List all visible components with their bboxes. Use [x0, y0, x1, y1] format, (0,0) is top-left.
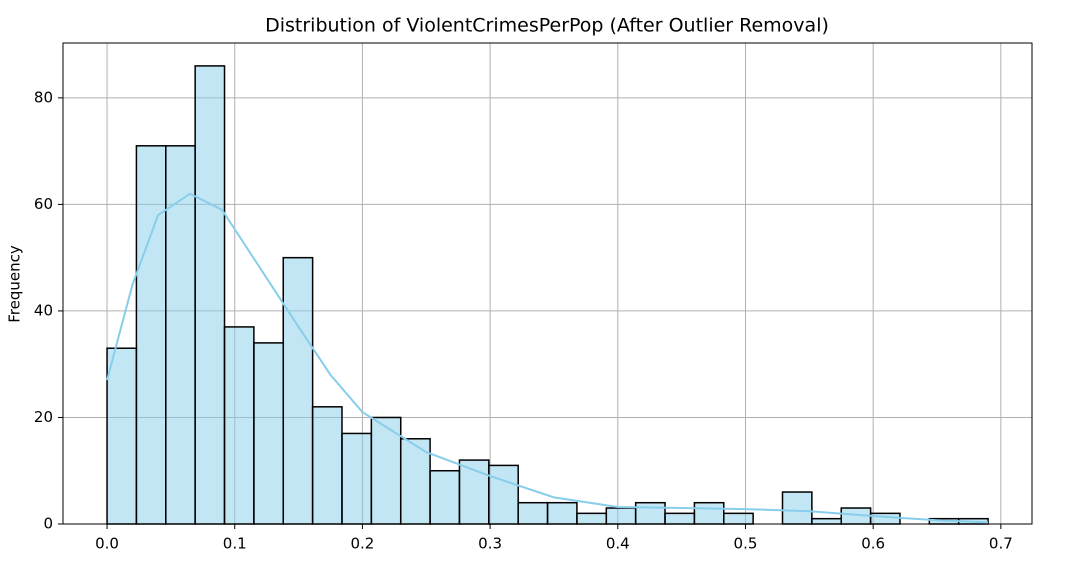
bar [223, 326, 255, 525]
y-tick-label: 40 [34, 301, 53, 319]
bar [664, 512, 696, 525]
bar [253, 342, 285, 525]
bar [429, 469, 461, 525]
bar [106, 347, 138, 525]
bar [282, 256, 314, 525]
y-tick-label: 80 [34, 88, 53, 106]
bar [605, 507, 637, 525]
x-tick-label: 0.5 [734, 535, 758, 553]
bar [693, 501, 725, 525]
bar [165, 145, 196, 525]
bar [488, 464, 519, 525]
x-tick-label: 0.1 [223, 535, 247, 553]
bar [869, 512, 901, 525]
y-axis-label: Frequency [6, 245, 24, 323]
bar [135, 145, 167, 525]
plot-frame [62, 42, 1033, 525]
x-tick-label: 0.3 [478, 535, 502, 553]
bar [634, 501, 666, 525]
bar [811, 517, 842, 525]
y-tick-label: 20 [34, 408, 53, 426]
bar [781, 491, 813, 525]
bar [723, 512, 754, 525]
x-axis-label: ViolentCrimesPerPop [469, 562, 625, 563]
bar [194, 65, 226, 525]
bar [311, 406, 343, 525]
bar [546, 501, 578, 525]
x-tick-label: 0.6 [861, 535, 885, 553]
kde-line [106, 192, 989, 524]
x-tick-label: 0.2 [350, 535, 374, 553]
x-tick-label: 0.0 [95, 535, 119, 553]
bar [341, 432, 373, 525]
bar [517, 501, 549, 525]
bar [576, 512, 608, 525]
x-tick-label: 0.4 [606, 535, 630, 553]
y-tick-label: 60 [34, 195, 53, 213]
chart-title: Distribution of ViolentCrimesPerPop (Aft… [265, 15, 829, 37]
x-tick-label: 0.7 [989, 535, 1013, 553]
y-tick-label: 0 [43, 515, 53, 533]
